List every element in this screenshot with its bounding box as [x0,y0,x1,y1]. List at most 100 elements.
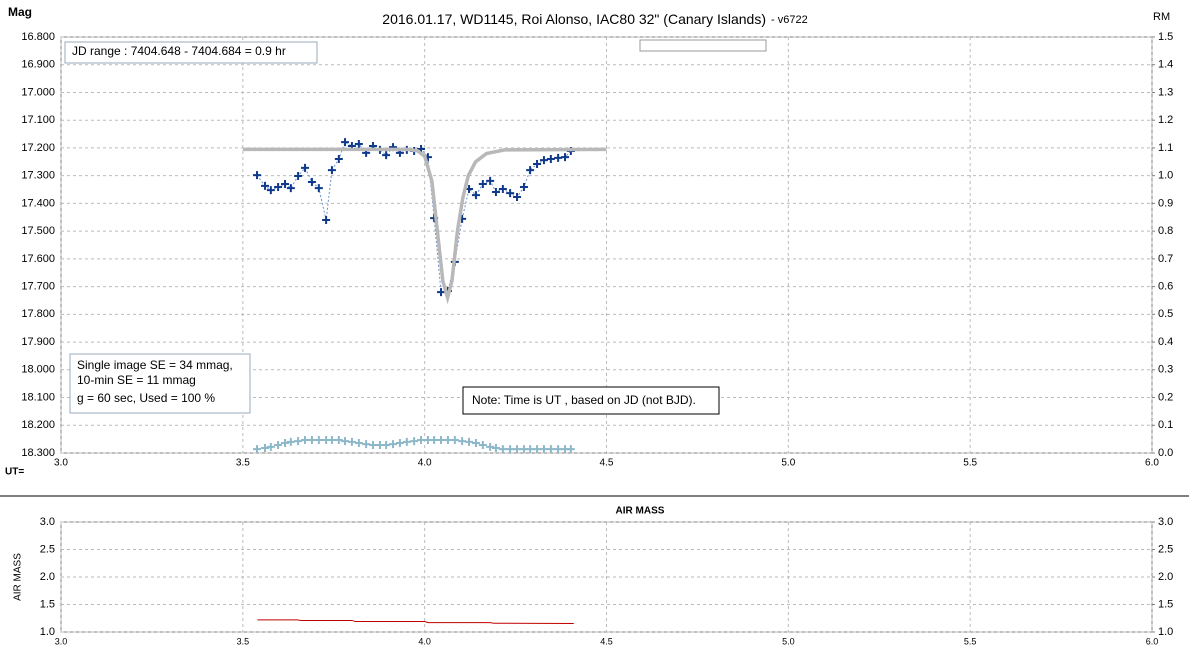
jd-box [64,41,318,64]
data-point [314,435,323,444]
data-point [307,435,316,444]
data-point [513,193,522,202]
data-point [554,445,563,454]
data-point [450,435,459,444]
data-point [327,435,336,444]
data-point [334,435,343,444]
x-tick-label: 4.5 [600,458,614,469]
chart-subtitle: - v6722 [771,14,808,26]
chart-title: 2016.01.17, WD1145, Roi Alonso, IAC80 32… [382,11,766,27]
x-tick-label: 3.0 [54,458,68,469]
data-point [266,186,275,195]
airmass-y-label: AIR MASS [13,553,24,601]
data-point [274,440,283,449]
y-tick-label: 2.5 [40,543,55,555]
y2-tick-label: 2.0 [1158,571,1173,583]
data-point [554,153,563,162]
y2-tick-label: 1.0 [1158,626,1173,638]
data-point [437,288,446,297]
data-point [253,171,262,180]
y2-axis-label: RM [1153,11,1170,23]
y2-tick-label: 0.1 [1158,419,1173,431]
y2-tick-label: 3.0 [1158,516,1173,528]
plot-airmass: 3.0 3.5 4.0 4.5 5.0 5.5 6.01.01.52.02.53.01.01… [40,516,1174,646]
y-tick-label: 17.900 [21,336,55,348]
data-point [458,437,467,446]
y-tick-label: 16.800 [21,31,55,43]
y-tick-label: 17.600 [21,253,55,265]
y2-tick-label: 2.5 [1158,543,1173,555]
data-point [566,445,575,454]
se-box [69,353,251,414]
x-tick-label: 5.0 [782,636,795,646]
data-point [281,439,290,448]
y-tick-label: 1.0 [40,626,55,638]
y2-tick-label: 0.6 [1158,281,1173,293]
data-point [266,442,275,451]
y2-tick-label: 0.0 [1158,447,1173,459]
x-tick-label: 4.5 [600,636,613,646]
data-point [478,179,487,188]
data-point [471,191,480,200]
se-line: g = 60 sec, Used = 100 % [77,391,215,405]
data-point [327,166,336,175]
data-point [526,166,535,175]
data-point [471,439,480,448]
data-point [561,153,570,162]
x-tick-label: 5.5 [964,636,977,646]
data-point [301,435,310,444]
y2-tick-label: 0.2 [1158,391,1173,403]
data-point [478,440,487,449]
series-line [242,147,607,305]
data-point [334,155,343,164]
x-tick-label: 3.0 [55,636,68,646]
data-point [465,437,474,446]
y2-tick-label: 1.0 [1158,170,1173,182]
y-tick-label: 1.5 [40,598,55,610]
data-point [307,178,316,187]
y2-tick-label: 0.3 [1158,364,1173,376]
data-point [491,444,500,453]
x-tick-label: 4.0 [418,458,432,469]
data-point [382,151,391,160]
data-point [430,435,439,444]
y2-tick-label: 1.5 [1158,598,1173,610]
y-tick-label: 17.200 [21,142,55,154]
chart-title-group: 2016.01.17, WD1145, Roi Alonso, IAC80 32… [382,11,807,27]
y-tick-label: 17.100 [21,114,55,126]
y-tick-label: 18.200 [21,419,55,431]
y2-tick-label: 0.7 [1158,253,1173,265]
data-point [506,189,515,198]
x-tick-label: 5.5 [963,458,977,469]
data-point [322,216,331,225]
data-point [294,171,303,180]
data-point [362,440,371,449]
data-point [354,140,363,149]
y2-tick-label: 1.5 [1158,31,1173,43]
y-axis-label: Mag [8,5,32,19]
data-point [491,188,500,197]
data-point [486,176,495,185]
x-axis-label: UT= [5,467,24,478]
data-point [546,155,555,164]
data-point [294,437,303,446]
data-point [533,445,542,454]
data-point [526,445,535,454]
x-tick-label: 3.5 [236,458,250,469]
data-point [382,440,391,449]
x-tick-label: 6.0 [1146,636,1159,646]
data-point [274,183,283,192]
data-point [341,437,350,446]
data-point [286,437,295,446]
data-point [261,444,270,453]
data-point [533,160,542,169]
series-line [257,619,574,624]
y2-tick-label: 0.9 [1158,197,1173,209]
data-point [395,439,404,448]
se-line: 10-min SE = 11 mmag [77,373,196,387]
y2-tick-label: 0.5 [1158,308,1173,320]
y-tick-label: 17.400 [21,197,55,209]
x-tick-label: 4.0 [418,636,431,646]
y2-tick-label: 1.2 [1158,114,1173,126]
